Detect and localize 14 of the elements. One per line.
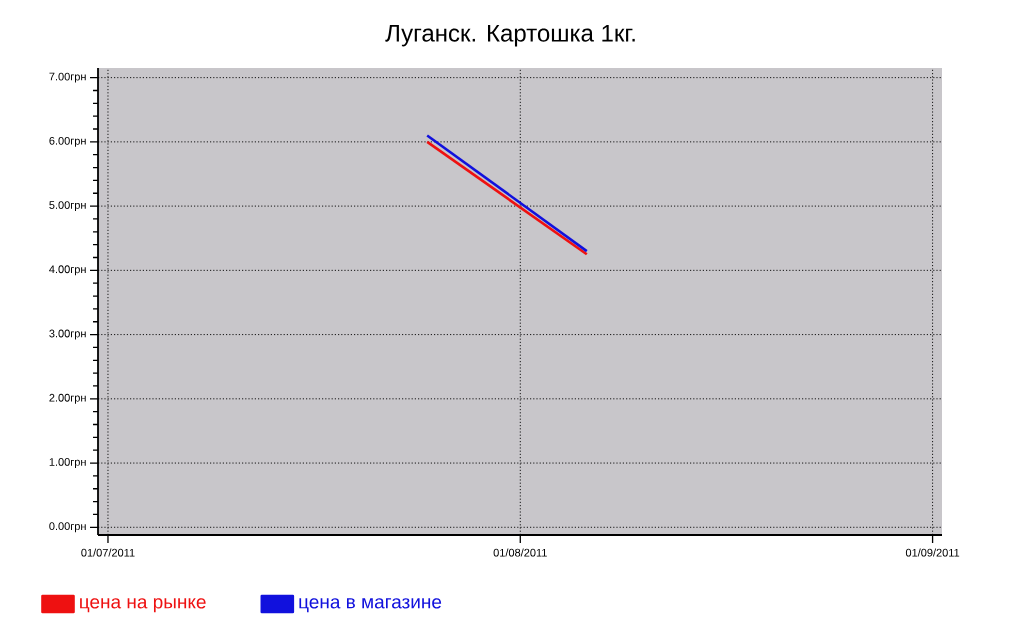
x-tick-label: 01/09/2011 (905, 548, 960, 557)
legend-label: цена в магазине (299, 598, 442, 613)
y-tick-label: 4.00грн (49, 265, 86, 276)
legend-label: цена на рынке (80, 598, 206, 613)
y-tick-label: 3.00грн (49, 329, 86, 340)
y-tick-label: 7.00грн (49, 72, 86, 83)
y-tick-label: 2.00грн (49, 393, 86, 404)
y-tick-label: 0.00грн (49, 522, 86, 533)
x-tick-label: 01/08/2011 (493, 548, 547, 557)
y-tick-label: 5.00грн (49, 201, 86, 212)
x-tick-label: 01/07/2011 (81, 548, 135, 557)
y-tick-label: 6.00грн (49, 136, 86, 147)
y-tick-label: 1.00грн (49, 458, 86, 469)
chart-title: Луганск. Картошка 1кг. (385, 24, 635, 47)
